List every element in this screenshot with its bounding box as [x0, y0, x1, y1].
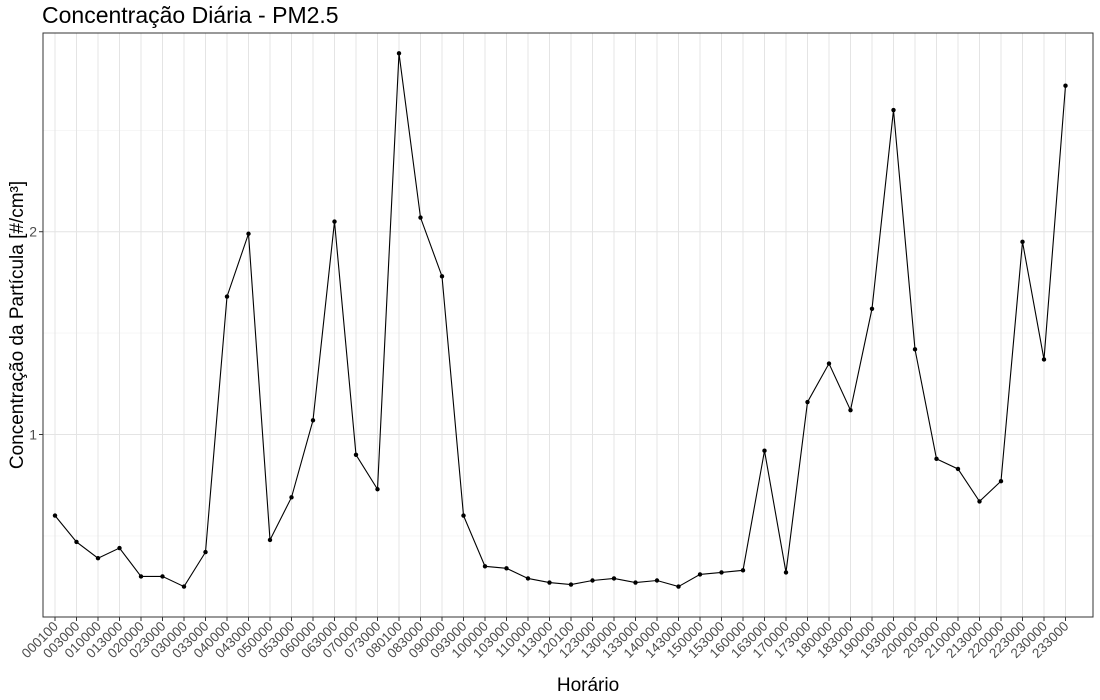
data-point: [418, 215, 423, 220]
data-point: [633, 580, 638, 585]
y-tick-label: 1: [29, 427, 37, 443]
data-point: [224, 294, 230, 299]
data-point: [826, 361, 832, 366]
plot-border: [42, 32, 1094, 618]
data-point: [590, 578, 595, 583]
data-point: [289, 495, 294, 500]
data-point: [848, 407, 853, 413]
data-point: [160, 574, 165, 579]
data-point: [267, 537, 273, 543]
chart-title: Concentração Diária - PM2.5: [42, 2, 339, 28]
data-point: [439, 274, 445, 279]
series-line: [54, 53, 1067, 588]
data-point: [869, 306, 875, 311]
data-point: [676, 584, 681, 589]
data-point: [762, 448, 767, 453]
data-point: [246, 231, 251, 236]
y-tick-label: 2: [29, 224, 37, 240]
data-point: [611, 576, 617, 581]
data-point: [568, 582, 574, 587]
data-point: [375, 487, 380, 492]
data-point: [1041, 357, 1047, 362]
data-point: [52, 513, 58, 518]
y-axis-label: Concentração da Partícula [#/cm³]: [7, 181, 28, 469]
data-point: [955, 466, 961, 472]
data-point: [977, 499, 982, 504]
data-point: [74, 539, 79, 545]
x-axis-label: Horário: [557, 675, 619, 696]
data-point: [332, 219, 337, 224]
data-point: [740, 568, 746, 573]
data-point: [805, 399, 810, 405]
data-point: [203, 549, 208, 555]
data-point: [1020, 239, 1025, 245]
data-point: [95, 555, 101, 561]
data-point: [654, 578, 660, 583]
data-point: [181, 584, 187, 589]
data-point: [504, 566, 509, 571]
data-point: [547, 580, 552, 585]
data-point: [719, 570, 724, 575]
data-point: [783, 570, 789, 575]
data-point: [1063, 83, 1068, 88]
data-point: [353, 452, 359, 457]
data-point: [912, 347, 918, 352]
data-point: [934, 456, 939, 462]
data-point: [891, 107, 896, 113]
data-point: [310, 418, 316, 423]
data-point: [461, 513, 466, 518]
data-point: [396, 51, 402, 56]
plot-panel: [43, 33, 1093, 617]
data-point: [138, 574, 144, 579]
data-point: [482, 564, 488, 569]
data-point: [697, 572, 703, 577]
data-point: [998, 478, 1004, 484]
data-point: [525, 576, 531, 581]
data-point: [117, 545, 122, 551]
